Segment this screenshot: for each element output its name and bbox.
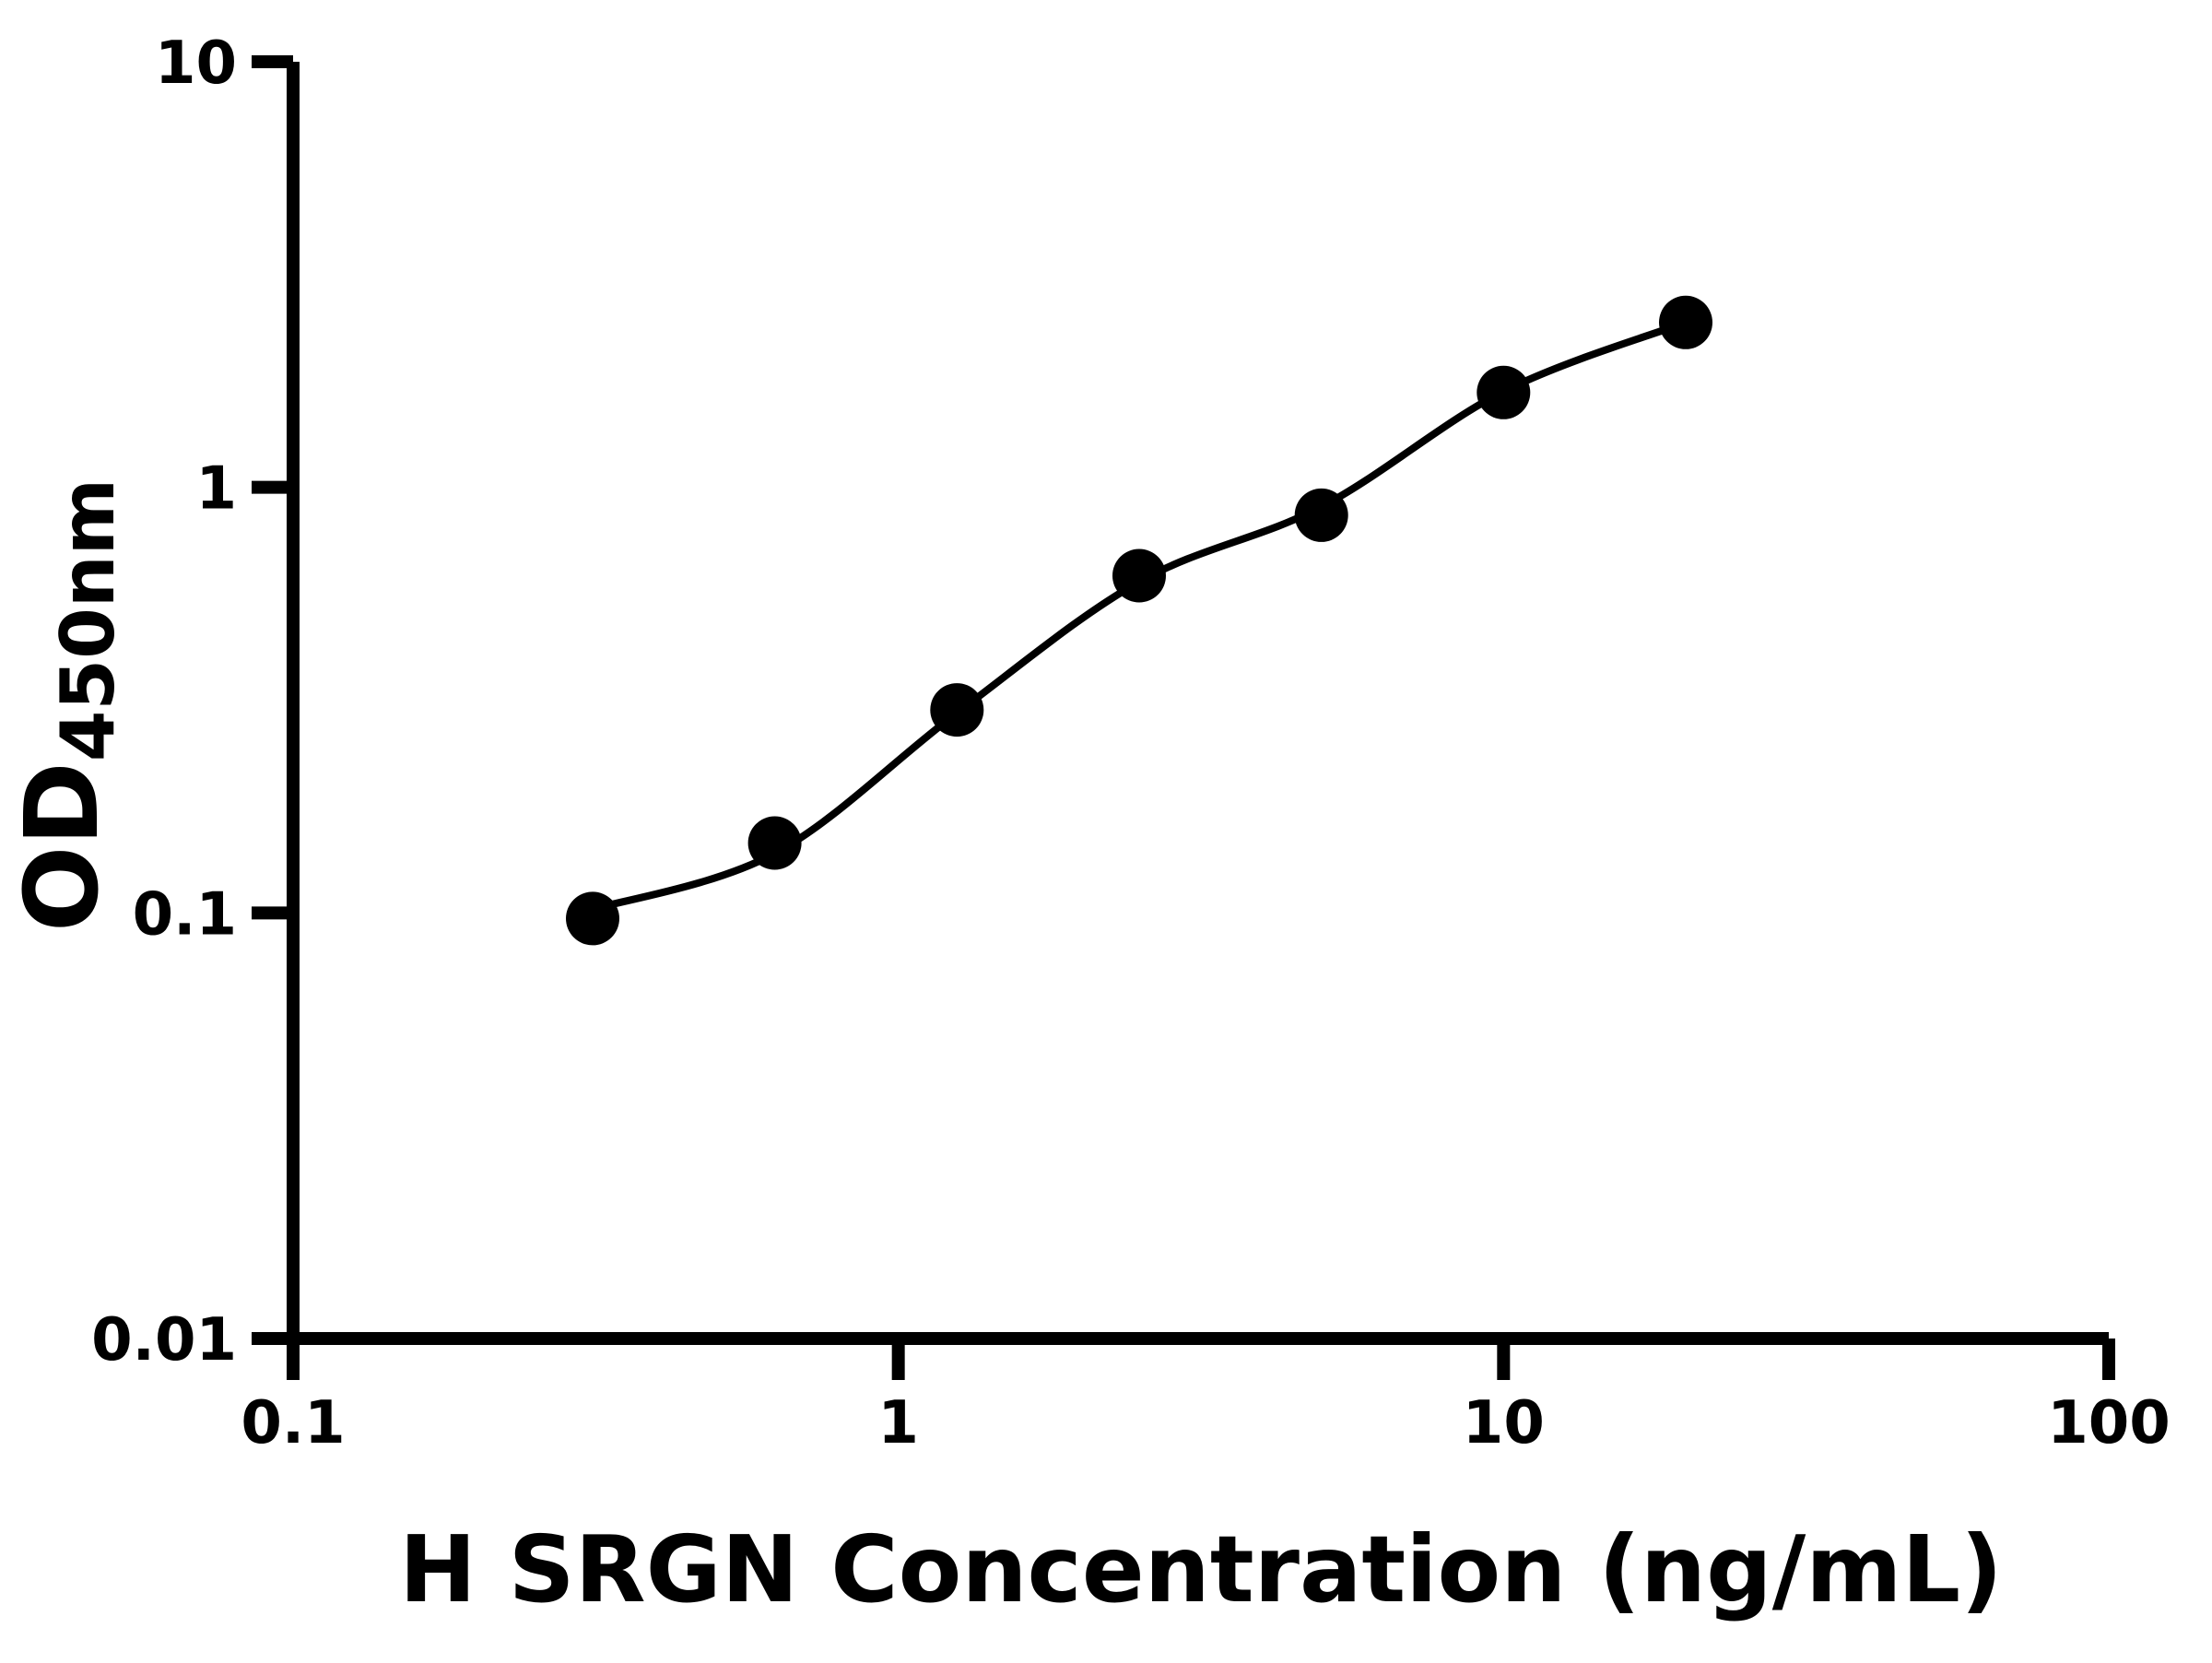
data-point: [747, 816, 802, 870]
x-axis-ticks: 0.1 1 10 100: [241, 1339, 2171, 1457]
y-axis-title: OD450nm: [3, 478, 131, 932]
data-point: [930, 683, 984, 737]
y-axis-ticks: 0.01 0.1 1 10: [91, 29, 293, 1374]
x-tick-label: 1: [877, 1389, 919, 1457]
data-point: [1477, 365, 1531, 419]
y-tick-label: 0.01: [91, 1306, 237, 1374]
axis-lines: [287, 62, 2109, 1345]
y-axis-title-subscript: 450nm: [45, 478, 131, 761]
x-axis-title: H SRGN Concentration (ng/mL): [399, 1516, 2003, 1623]
x-tick-label: 10: [1463, 1389, 1545, 1457]
data-point: [1112, 548, 1166, 603]
x-tick-label: 100: [2047, 1389, 2171, 1457]
data-points: [566, 295, 1712, 946]
x-tick-label: 0.1: [241, 1389, 345, 1457]
y-tick-label: 1: [195, 455, 237, 524]
y-tick-label: 10: [155, 29, 237, 98]
data-point: [1659, 295, 1712, 349]
data-point: [1294, 488, 1348, 542]
y-tick-label: 0.1: [133, 880, 237, 949]
y-axis-title-main: OD: [3, 761, 121, 932]
data-point: [566, 891, 619, 946]
